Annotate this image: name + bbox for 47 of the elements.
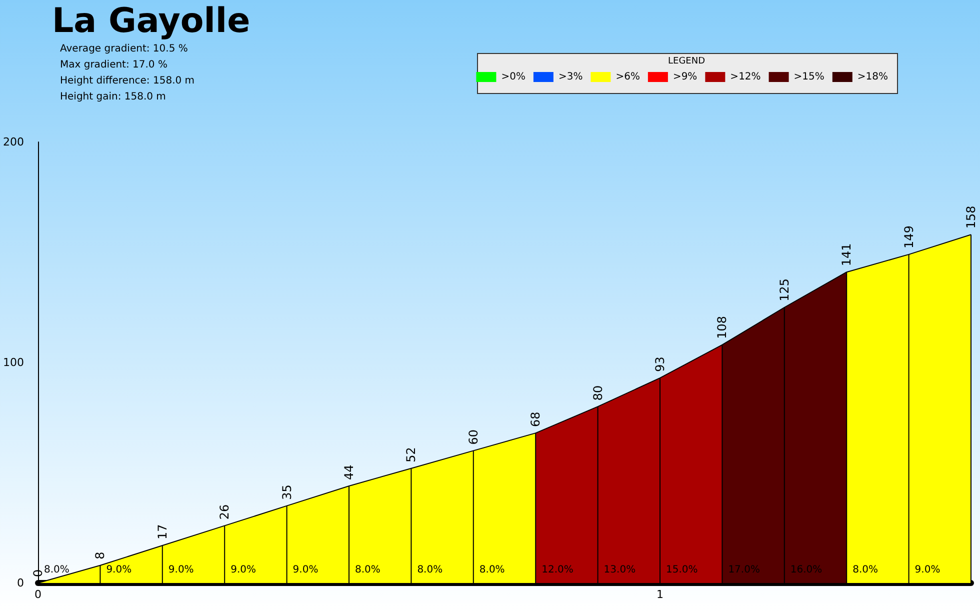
legend-label: >15% (794, 72, 824, 82)
data-label: 52 (404, 447, 418, 462)
annotation: 8.0% (417, 564, 443, 576)
annotation: 9.0% (106, 564, 132, 576)
data-label: 80 (590, 385, 605, 401)
annotation: 9.0% (230, 564, 256, 576)
legend-label: >9% (672, 72, 698, 82)
annotation: 8.0% (44, 564, 70, 576)
legend-label: >18% (857, 72, 888, 82)
annotation: 8.0% (479, 564, 505, 576)
data-label: 44 (342, 464, 356, 480)
legend-label: >12% (730, 72, 761, 82)
data-label: 149 (902, 226, 916, 248)
legend-label: >6% (616, 72, 640, 82)
y-tick-label: 200 (3, 136, 24, 148)
annotation: 13.0% (604, 564, 636, 576)
annotation: 12.0% (542, 564, 574, 576)
text: Height difference: 158.0 m (60, 76, 195, 86)
legend-label: >3% (558, 72, 583, 82)
data-label: 158 (964, 206, 978, 229)
annotation: 16.0% (790, 564, 822, 576)
text: Max gradient: 17.0 % (60, 60, 168, 70)
data-label: 26 (218, 504, 232, 520)
data-label: 141 (840, 243, 854, 266)
annotation: 17.0% (728, 564, 760, 576)
legend-label: >0% (501, 72, 526, 82)
x-tick-label: 1 (656, 588, 664, 601)
data-label: 35 (280, 484, 294, 500)
data-label: 8 (93, 552, 108, 560)
annotation: 9.0% (292, 564, 318, 576)
data-label: 68 (528, 412, 543, 428)
data-label: 60 (466, 429, 480, 445)
y-tick-label: 100 (3, 356, 24, 369)
annotation: 9.0% (168, 564, 194, 576)
text: Average gradient: 10.5 % (60, 44, 188, 54)
annotation: 9.0% (914, 564, 940, 576)
data-label: 108 (715, 316, 730, 339)
data-label: 93 (653, 356, 667, 372)
data-label: 125 (777, 278, 792, 302)
annotation: 8.0% (355, 564, 380, 576)
data-label: 17 (155, 524, 170, 540)
text: Height gain: 158.0 m (60, 92, 166, 102)
y-tick-label: 0 (17, 576, 24, 590)
annotation: 15.0% (666, 564, 698, 576)
annotation: 8.0% (852, 564, 878, 576)
legend-title: LEGEND (668, 56, 706, 66)
chart-title: La Gayolle (52, 1, 250, 41)
